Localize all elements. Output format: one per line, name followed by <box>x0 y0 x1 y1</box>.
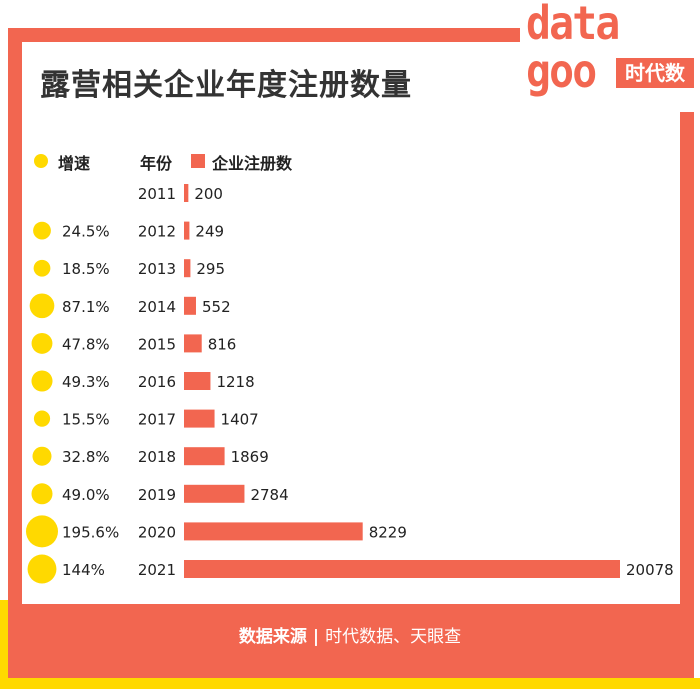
bar-2012 <box>184 221 190 240</box>
year-label-2012: 2012 <box>138 223 176 241</box>
source-separator: | <box>312 627 320 647</box>
year-label-2016: 2016 <box>138 373 176 391</box>
growth-dot-2014 <box>29 293 55 319</box>
growth-dot-2015 <box>31 332 53 354</box>
growth-label-2020: 195.6% <box>62 523 119 541</box>
year-label-2015: 2015 <box>138 335 176 353</box>
growth-dot-2013 <box>33 259 51 277</box>
value-label-2011: 200 <box>194 185 223 203</box>
value-label-2015: 816 <box>208 335 237 353</box>
growth-label-2015: 47.8% <box>62 335 110 353</box>
legend-count-label: 企业注册数 <box>212 154 293 173</box>
growth-dot-2016 <box>31 370 53 392</box>
value-label-2012: 249 <box>195 223 224 241</box>
year-label-2014: 2014 <box>138 298 176 316</box>
year-label-2011: 2011 <box>138 185 176 203</box>
value-label-2013: 295 <box>196 260 225 278</box>
footer-band <box>8 604 694 678</box>
value-label-2017: 1407 <box>221 411 259 429</box>
legend-growth-label: 增速 <box>58 154 91 173</box>
accent-strip <box>0 678 700 689</box>
growth-label-2017: 15.5% <box>62 411 110 429</box>
growth-label-2014: 87.1% <box>62 298 110 316</box>
bar-2015 <box>184 334 202 353</box>
value-label-2019: 2784 <box>250 486 288 504</box>
chart-title: 露营相关企业年度注册数量 <box>40 68 412 103</box>
bar-2011 <box>184 184 189 202</box>
accent-corner <box>0 600 8 689</box>
frame-right <box>680 28 694 680</box>
year-label-2017: 2017 <box>138 411 176 429</box>
bar-2014 <box>184 296 196 315</box>
growth-label-2012: 24.5% <box>62 223 110 241</box>
growth-label-2021: 144% <box>62 561 105 579</box>
growth-label-2019: 49.0% <box>62 486 110 504</box>
legend-year-label: 年份 <box>140 154 173 173</box>
growth-dot-2012 <box>33 221 51 240</box>
logo-word-top: data <box>526 0 620 50</box>
source-line: 数据来源 | 时代数据、天眼查 <box>0 622 700 647</box>
source-label: 数据来源 <box>238 627 307 647</box>
growth-dot-2017 <box>33 410 51 427</box>
growth-dot-2021 <box>27 554 57 584</box>
frame-left <box>8 28 22 680</box>
legend-count-swatch <box>191 154 205 168</box>
bar-2021 <box>184 560 620 578</box>
chart-panel <box>22 42 680 604</box>
growth-dot-2020 <box>26 515 58 548</box>
year-label-2021: 2021 <box>138 561 176 579</box>
bar-2018 <box>184 447 225 466</box>
growth-dot-2018 <box>32 446 52 466</box>
value-label-2018: 1869 <box>231 448 269 466</box>
logo: data goo 时代数据 <box>520 0 695 115</box>
year-label-2013: 2013 <box>138 260 176 278</box>
growth-label-2016: 49.3% <box>62 373 110 391</box>
value-label-2021: 20078 <box>626 561 674 579</box>
year-label-2019: 2019 <box>138 486 176 504</box>
year-label-2018: 2018 <box>138 448 176 466</box>
bar-2020 <box>184 522 363 541</box>
value-label-2016: 1218 <box>216 373 254 391</box>
growth-label-2013: 18.5% <box>62 260 110 278</box>
bar-2013 <box>184 259 191 278</box>
logo-tag: 时代数据 <box>616 58 694 115</box>
logo-word-bottom: goo <box>526 44 597 98</box>
growth-dot-2019 <box>31 483 53 505</box>
value-label-2020: 8229 <box>369 523 407 541</box>
legend-growth-swatch <box>34 154 48 168</box>
year-label-2020: 2020 <box>138 523 176 541</box>
bar-2017 <box>184 409 215 428</box>
source-text: 时代数据、天眼查 <box>325 627 462 647</box>
bar-2016 <box>184 372 211 390</box>
growth-label-2018: 32.8% <box>62 448 110 466</box>
bar-2019 <box>184 484 245 503</box>
value-label-2014: 552 <box>202 298 231 316</box>
